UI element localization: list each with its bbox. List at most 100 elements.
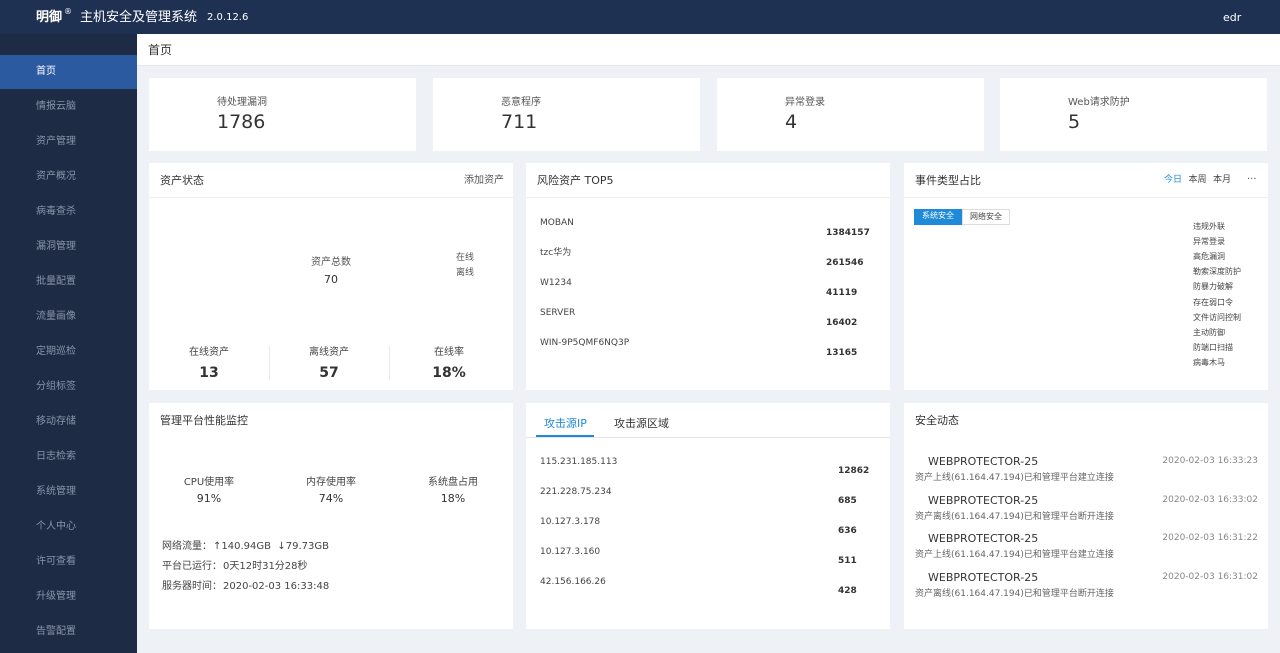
attack-ip: 10.127.3.160 (540, 547, 601, 557)
risk-name: W1234 (540, 278, 572, 288)
info-label: 网络流量： (162, 541, 212, 552)
legend-label: 主动防御 (1193, 327, 1225, 337)
summary-label: 离线资产 (309, 347, 349, 358)
submenu-item[interactable]: 资产概况 (36, 171, 76, 182)
submenu-item[interactable]: 许可查看 (36, 556, 76, 567)
panel-title: 资产状态 (160, 174, 204, 187)
attack-ip: 115.231.185.113 (540, 457, 618, 467)
info-label: 平台已运行： (162, 561, 222, 572)
legend-label: 防端口扫描 (1193, 342, 1233, 352)
panel-header-line (526, 197, 890, 198)
summary-value: 18% (432, 365, 466, 381)
panel-action[interactable]: 添加资产 (464, 175, 504, 186)
event-time: 2020-02-03 16:33:23 (1162, 456, 1258, 466)
submenu-item[interactable]: 流量画像 (36, 311, 76, 322)
risk-name: tzc华为 (540, 248, 572, 258)
submenu-item[interactable]: 漏洞管理 (36, 241, 76, 252)
tab-line (526, 437, 890, 438)
risk-value: 261546 (826, 258, 864, 268)
gauge-label: 内存使用率 (306, 477, 356, 488)
risk-value: 13165 (826, 348, 858, 358)
stat-label: 待处理漏洞 (217, 97, 267, 108)
menu-active (0, 55, 137, 89)
legend-label: 在线 (456, 253, 475, 263)
event-time: 2020-02-03 16:31:22 (1162, 533, 1258, 543)
attack-ip: 10.127.3.178 (540, 517, 601, 527)
stat-label: 异常登录 (785, 97, 825, 108)
summary-value: 13 (199, 365, 219, 381)
legend-label: 勒索深度防护 (1193, 267, 1241, 277)
gauge-value: 74% (318, 492, 344, 505)
event-name: WEBPROTECTOR-25 (928, 532, 1039, 545)
legend-label: 病毒木马 (1193, 357, 1225, 367)
legend-label: 文件访问控制 (1193, 312, 1241, 322)
event-desc: 资产上线(61.164.47.194)已和管理平台建立连接 (915, 550, 1114, 560)
donut-center-value: 70 (324, 273, 338, 286)
more-button[interactable]: ··· (1247, 174, 1257, 185)
event-name: WEBPROTECTOR-25 (928, 455, 1039, 468)
submenu-item[interactable]: 批量配置 (36, 276, 76, 287)
menu-item[interactable]: 系统管理 (36, 486, 76, 497)
info-label: 服务器时间： (162, 581, 222, 592)
event-tab[interactable]: 系统安全 (914, 209, 962, 225)
attack-ip: 42.156.166.26 (540, 577, 606, 587)
sidebar (0, 34, 137, 653)
top-bar (0, 0, 1280, 34)
legend-label: 防暴力破解 (1193, 282, 1233, 292)
stat-label: Web请求防护 (1068, 97, 1130, 108)
attack-value: 511 (838, 556, 857, 566)
risk-name: SERVER (540, 308, 576, 318)
risk-value: 41119 (826, 288, 858, 298)
submenu-item[interactable]: 个人中心 (36, 521, 76, 532)
event-time: 2020-02-03 16:31:02 (1162, 571, 1258, 582)
panel (904, 163, 1268, 390)
brand-reg: ® (64, 7, 72, 16)
panel (526, 403, 890, 629)
info-value: 2020-02-03 16:33:48 (223, 581, 330, 592)
submenu-item[interactable]: 升级管理 (36, 591, 76, 602)
brand: 明御 (36, 10, 63, 25)
period-tab[interactable]: 今日 (1164, 175, 1183, 185)
menu-item[interactable]: 日志检索 (36, 451, 76, 462)
legend-label: 违规外联 (1193, 222, 1225, 231)
submenu-item[interactable]: 分组标签 (36, 381, 76, 392)
panel (149, 403, 513, 629)
panel-title: 事件类型占比 (915, 174, 981, 187)
risk-name: MOBAN (540, 218, 574, 228)
legend-label: 存在弱口令 (1193, 297, 1233, 307)
submenu-item[interactable]: 定期巡检 (36, 346, 76, 357)
menu-item[interactable]: 资产管理 (36, 136, 76, 147)
menu-item[interactable]: 首页 (36, 66, 56, 77)
event-name: WEBPROTECTOR-25 (928, 493, 1039, 507)
submenu-item[interactable]: 病毒查杀 (36, 206, 76, 217)
event-desc: 资产离线(61.164.47.194)已和管理平台断开连接 (915, 511, 1114, 522)
user-menu[interactable]: edr (1223, 11, 1242, 24)
stat-card (717, 78, 984, 151)
attack-value: 428 (838, 586, 857, 596)
legend-label: 异常登录 (1193, 237, 1225, 247)
stat-value: 1786 (217, 111, 266, 133)
risk-name: WIN-9P5QMF6NQ3P (540, 338, 630, 348)
menu-item[interactable]: 移动存储 (36, 416, 76, 427)
period-tab[interactable]: 本周 (1188, 175, 1207, 185)
legend-label: 高危漏洞 (1193, 252, 1225, 262)
gauge-value: 18% (440, 492, 466, 505)
breadcrumb-bar (137, 34, 1280, 66)
attack-tab[interactable]: 攻击源区域 (614, 417, 669, 430)
donut-center-label: 资产总数 (311, 257, 351, 268)
submenu-item[interactable]: 告警配置 (36, 626, 76, 637)
period-tab[interactable]: 本月 (1213, 175, 1232, 185)
event-tab[interactable]: 网络安全 (962, 209, 1010, 225)
stat-card (149, 78, 416, 151)
gauge-value: 91% (196, 492, 222, 505)
menu-item[interactable]: 情报云脑 (36, 101, 76, 112)
panel-header-line (904, 197, 1268, 198)
system-name: 主机安全及管理系统 (80, 10, 198, 25)
attack-tab[interactable]: 攻击源IP (544, 417, 587, 430)
summary-label: 在线资产 (189, 347, 229, 358)
attack-value: 636 (838, 526, 857, 536)
panel-title: 管理平台性能监控 (160, 414, 248, 427)
panel-title: 安全动态 (915, 414, 959, 427)
panel (526, 163, 890, 390)
stat-value: 5 (1068, 111, 1081, 133)
